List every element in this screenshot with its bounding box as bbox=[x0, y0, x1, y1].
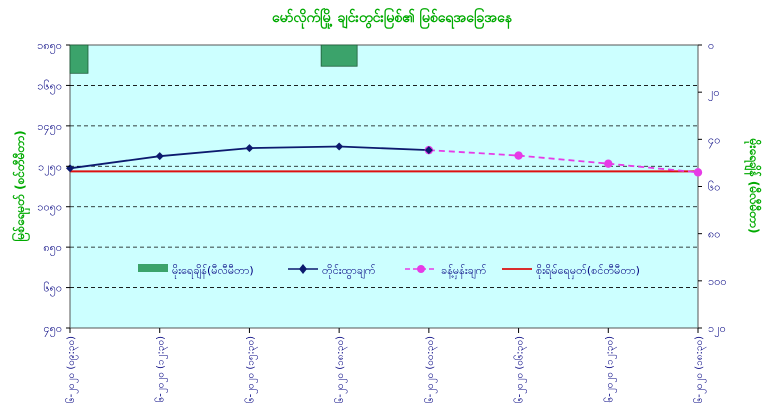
right-tick-label: ၀ bbox=[708, 39, 714, 52]
x-tick-label: ၂၈-၆-၂၀၂၀ (၀၉:၃၀) bbox=[64, 336, 79, 403]
left-tick-label: ၁၈၅၀ bbox=[37, 39, 62, 54]
legend-rain-swatch bbox=[138, 264, 168, 272]
rainfall-bar bbox=[320, 44, 358, 67]
series-lines bbox=[66, 142, 703, 177]
legend-forecast-marker bbox=[417, 265, 425, 273]
measured-point bbox=[335, 142, 344, 151]
left-tick-label: ၆၅၀ bbox=[43, 282, 62, 297]
left-tick-label: ၁၂၅၀ bbox=[38, 160, 62, 175]
rainfall-bars bbox=[69, 44, 358, 74]
chart-title: မော်လိုက်မြို့ ချင်းတွင်းမြစ်၏ မြစ်ရေအခြ… bbox=[272, 8, 513, 29]
forecast-point bbox=[693, 168, 703, 177]
measured-point bbox=[424, 146, 433, 155]
y-axis-left-label: မြစ်ရေမှတ် (စင်တီမီတာ) bbox=[10, 130, 31, 241]
legend-rain-label: မိုးရေချိန်(မီလီမီတာ) bbox=[172, 264, 254, 279]
x-tick-label: ၂၉-၆-၂၀၂၀ (၀၀:၃၀) bbox=[423, 336, 438, 403]
right-tick-label: ၄၀ bbox=[708, 133, 720, 148]
x-tick-label: ၂၈-၆-၂၀၂၀ (၁၅:၃၀) bbox=[243, 336, 258, 403]
x-tick-label: ၂၉-၆-၂၀၂၀ (၁၂:၃၀) bbox=[602, 336, 617, 403]
legend-measured-marker bbox=[299, 264, 307, 274]
left-tick-label: ၄၅၀ bbox=[43, 322, 62, 337]
measured-point bbox=[245, 144, 254, 153]
plot-area bbox=[69, 44, 699, 329]
forecast-point bbox=[514, 151, 523, 160]
legend-danger-label: စိုးရိမ်ရေမှတ်(စင်တီမီတာ) bbox=[536, 264, 640, 279]
measured-point bbox=[155, 152, 164, 161]
x-tick-label: ၂၉-၆-၂၀၂၀ (၁၈:၃၀) bbox=[692, 336, 707, 403]
right-tick-label: ၈၀ bbox=[708, 228, 720, 241]
legend-forecast-label: ခန့်မှန်းချက် bbox=[441, 264, 487, 279]
legend-measured-label: တိုင်းထွာချက် bbox=[322, 264, 376, 279]
rainfall-bar bbox=[69, 44, 89, 74]
forecast-line bbox=[428, 149, 699, 174]
right-tick-label: ၆၀ bbox=[708, 181, 720, 194]
right-tick-label: ၂၀ bbox=[708, 86, 720, 101]
right-tick-label: ၁၂၀ bbox=[708, 322, 726, 337]
x-tick-label: ၂၉-၆-၂၀၂၀ (၀၆:၃၀) bbox=[513, 336, 528, 403]
forecast-point bbox=[604, 159, 613, 168]
x-tick-label: ၂၈-၆-၂၀၂၀ (၁၂:၃၀) bbox=[154, 336, 169, 403]
right-tick-label: ၁၀၀ bbox=[708, 275, 727, 288]
left-tick-label: ၁၀၅၀ bbox=[37, 201, 62, 216]
left-tick-label: ၁၆၅၀ bbox=[37, 79, 62, 94]
left-tick-label: ၈၅၀ bbox=[43, 241, 62, 256]
y-axis-right-label: မိုးရေချိန် (မီလီမီတာ) bbox=[743, 138, 763, 234]
x-tick-label: ၂၈-၆-၂၀၂၀ (၁၈:၃၀) bbox=[333, 336, 348, 403]
legend: မိုးရေချိန်(မီလီမီတာ) တိုင်းထွာချက် ခန့်… bbox=[138, 264, 640, 279]
left-tick-label: ၁၄၅၀ bbox=[37, 120, 62, 135]
